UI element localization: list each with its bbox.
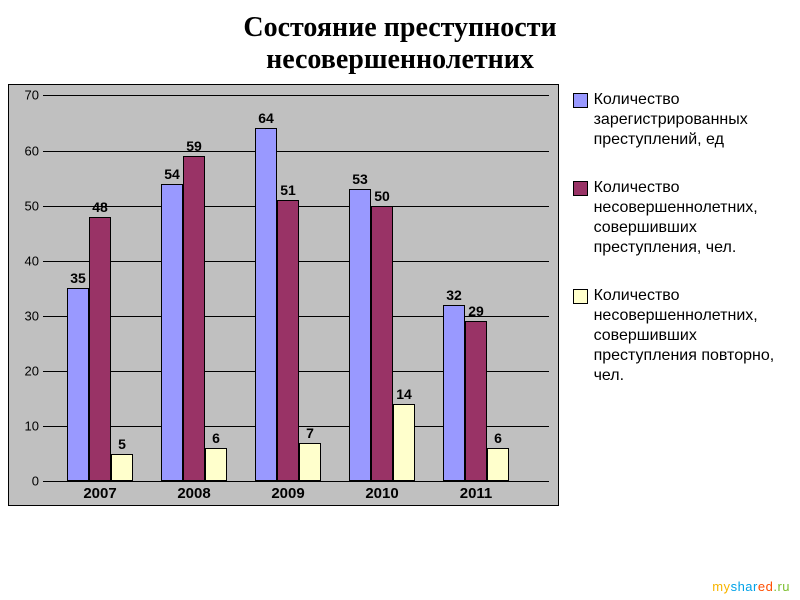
bar-s3 (487, 448, 509, 481)
bar-s1 (349, 189, 371, 481)
xtick-label: 2011 (460, 481, 493, 502)
bar-label: 14 (396, 386, 412, 402)
title-line-2: несовершеннолетних (0, 44, 800, 76)
ytick-label: 60 (25, 143, 43, 158)
bar-s2 (183, 156, 205, 481)
bar-label: 59 (186, 138, 202, 154)
bar-s1 (161, 184, 183, 482)
legend-text: Количество несовершеннолетних, совершивш… (594, 178, 792, 258)
bar-s1 (67, 288, 89, 481)
bar-label: 54 (164, 166, 180, 182)
bar-s1 (255, 128, 277, 481)
bar-s3 (111, 454, 133, 482)
bar-label: 32 (446, 287, 462, 303)
ytick-label: 50 (25, 198, 43, 213)
bar-s3 (205, 448, 227, 481)
legend-text: Количество зарегистрированных преступлен… (594, 90, 792, 150)
ytick-label: 20 (25, 364, 43, 379)
bar-label: 35 (70, 270, 86, 286)
legend-item: Количество несовершеннолетних, совершивш… (573, 178, 792, 258)
legend-swatch (573, 289, 588, 304)
bar-label: 6 (494, 430, 502, 446)
figure: 0 10 20 30 40 50 60 70 35 48 5 2007 54 59 6 2008 64 51 7 20… (0, 76, 800, 506)
bar-label: 53 (352, 171, 368, 187)
bar-s2 (371, 206, 393, 482)
bar-s3 (393, 404, 415, 481)
ytick-label: 30 (25, 308, 43, 323)
ytick-label: 0 (32, 474, 43, 489)
watermark: myshared.ru (712, 579, 790, 594)
legend-swatch (573, 93, 588, 108)
bar-label: 29 (468, 303, 484, 319)
legend-item: Количество несовершеннолетних, совершивш… (573, 286, 792, 386)
xtick-label: 2010 (365, 481, 398, 502)
page-title: Состояние преступности несовершеннолетни… (0, 0, 800, 76)
legend: Количество зарегистрированных преступлен… (559, 84, 796, 420)
gridline (43, 95, 549, 96)
bar-s2 (89, 217, 111, 482)
ytick-label: 10 (25, 419, 43, 434)
chart-area: 0 10 20 30 40 50 60 70 35 48 5 2007 54 59 6 2008 64 51 7 20… (8, 84, 559, 506)
gridline (43, 151, 549, 152)
bar-label: 50 (374, 188, 390, 204)
title-line-1: Состояние преступности (0, 12, 800, 44)
ytick-label: 40 (25, 253, 43, 268)
bar-label: 5 (118, 436, 126, 452)
bar-label: 64 (258, 110, 274, 126)
legend-swatch (573, 181, 588, 196)
legend-item: Количество зарегистрированных преступлен… (573, 90, 792, 150)
xtick-label: 2008 (177, 481, 210, 502)
bar-s2 (465, 321, 487, 481)
bar-label: 48 (92, 199, 108, 215)
legend-text: Количество несовершеннолетних, совершивш… (594, 286, 792, 386)
bar-s3 (299, 443, 321, 482)
ytick-label: 70 (25, 88, 43, 103)
bar-s1 (443, 305, 465, 481)
bar-label: 7 (306, 425, 314, 441)
plot-area: 0102030405060703548520075459620086451720… (43, 95, 549, 481)
xtick-label: 2007 (83, 481, 116, 502)
bar-label: 51 (280, 182, 296, 198)
xtick-label: 2009 (271, 481, 304, 502)
bar-label: 6 (212, 430, 220, 446)
bar-s2 (277, 200, 299, 481)
